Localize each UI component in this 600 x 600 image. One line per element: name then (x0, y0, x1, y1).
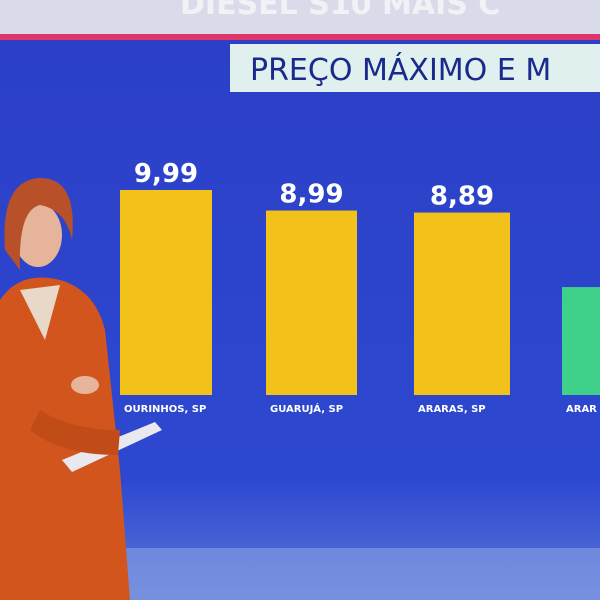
floor (120, 548, 600, 600)
presenter (0, 178, 162, 600)
bar (562, 287, 600, 395)
category-label: GUARUJÁ, SP (270, 402, 343, 415)
bar (266, 210, 357, 395)
value-label: 8,89 (430, 182, 494, 212)
hand (71, 376, 99, 394)
category-label: ARARAS, SP (418, 404, 486, 415)
value-label: 9,99 (134, 159, 198, 189)
value-label: 5 (599, 256, 600, 286)
subtitle-box (230, 44, 600, 92)
chart-title: DIESEL S10 MAIS C (180, 0, 500, 22)
title-band (0, 0, 600, 36)
face (14, 203, 62, 267)
collar (20, 285, 60, 340)
category-label: OURINHOS, SP (124, 404, 206, 415)
accent-line (0, 34, 600, 40)
category-label: ARAR (566, 404, 597, 415)
bar (120, 190, 212, 395)
value-label: 8,99 (279, 180, 343, 210)
chart-subtitle: PREÇO MÁXIMO E M (250, 52, 551, 88)
hair (4, 178, 73, 270)
arm (30, 410, 120, 455)
bar (414, 212, 510, 395)
